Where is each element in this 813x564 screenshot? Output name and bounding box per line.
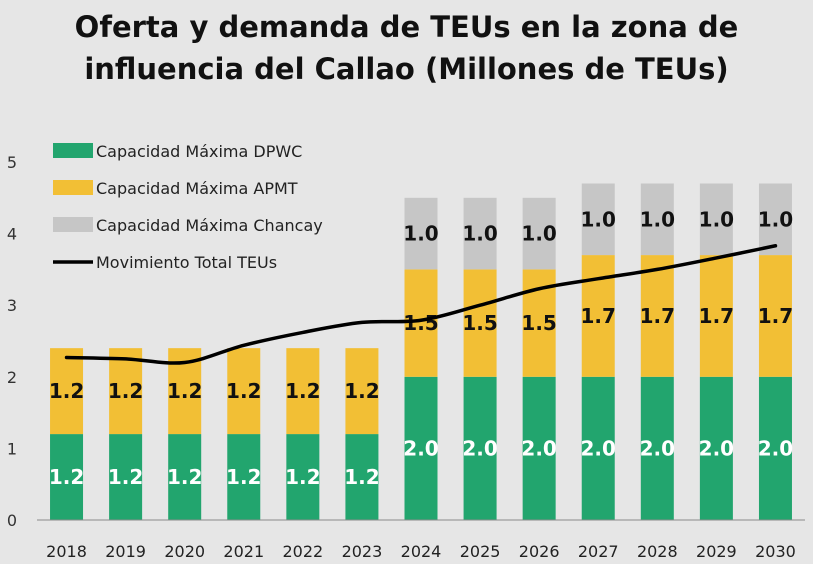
bar-segment <box>758 255 792 377</box>
y-tick-label: 5 <box>7 153 17 172</box>
y-tick-label: 3 <box>7 296 17 315</box>
bar-segment <box>168 434 202 520</box>
data-label: 1.0 <box>640 207 675 231</box>
x-tick-label: 2021 <box>223 542 264 561</box>
bar-segment <box>345 434 379 520</box>
bar-segment <box>50 434 84 520</box>
x-tick-label: 2030 <box>755 542 796 561</box>
data-label: 2.0 <box>521 436 556 460</box>
bar-segment <box>581 183 615 256</box>
x-tick-label: 2026 <box>519 542 560 561</box>
data-label: 1.2 <box>226 465 261 489</box>
x-tick-label: 2019 <box>105 542 146 561</box>
data-label: 2.0 <box>640 436 675 460</box>
bar-segment <box>463 376 497 520</box>
bar-segment <box>640 255 674 377</box>
data-label: 2.0 <box>462 436 497 460</box>
data-label: 1.7 <box>581 304 616 328</box>
data-label: 1.2 <box>344 465 379 489</box>
data-label: 1.0 <box>758 207 793 231</box>
x-tick-label: 2022 <box>282 542 323 561</box>
legend-swatch <box>53 217 93 232</box>
x-tick-label: 2024 <box>401 542 442 561</box>
data-label: 1.0 <box>699 207 734 231</box>
series-line-movimiento-total <box>64 244 778 365</box>
x-tick-label: 2027 <box>578 542 619 561</box>
data-label: 1.2 <box>49 379 84 403</box>
x-tick-label: 2018 <box>46 542 87 561</box>
bar-segment <box>522 376 556 520</box>
data-label: 1.2 <box>285 465 320 489</box>
legend-swatch <box>53 143 93 158</box>
y-tick-label: 0 <box>7 511 17 530</box>
chart-title-line-1: Oferta y demanda de TEUs en la zona de <box>74 10 739 44</box>
bar-segment <box>640 183 674 256</box>
y-tick-label: 4 <box>7 225 17 244</box>
bar-segment <box>227 434 261 520</box>
bar-segment <box>286 348 320 435</box>
x-tick-label: 2025 <box>460 542 501 561</box>
x-tick-label: 2029 <box>696 542 737 561</box>
legend-label: Movimiento Total TEUs <box>96 253 277 272</box>
data-label: 2.0 <box>581 436 616 460</box>
x-tick-label: 2028 <box>637 542 678 561</box>
data-label: 1.0 <box>403 222 438 246</box>
bar-segment <box>758 183 792 256</box>
bar-segment <box>404 376 438 520</box>
legend-label: Capacidad Máxima Chancay <box>96 216 323 235</box>
data-label: 2.0 <box>403 436 438 460</box>
data-label: 1.2 <box>344 379 379 403</box>
data-label: 1.5 <box>462 311 497 335</box>
data-label: 1.5 <box>403 311 438 335</box>
bar-segment <box>50 348 84 435</box>
data-label: 1.0 <box>581 207 616 231</box>
x-tick-label: 2023 <box>342 542 383 561</box>
data-label: 1.2 <box>285 379 320 403</box>
data-label: 1.2 <box>167 379 202 403</box>
legend-label: Capacidad Máxima DPWC <box>96 142 302 161</box>
data-label: 1.2 <box>226 379 261 403</box>
data-label: 1.5 <box>521 311 556 335</box>
bar-segment <box>109 348 143 435</box>
bar-segment <box>286 434 320 520</box>
data-label: 1.2 <box>167 465 202 489</box>
bar-segment <box>699 255 733 377</box>
bar-segment <box>463 197 497 270</box>
data-label: 2.0 <box>758 436 793 460</box>
y-tick-label: 1 <box>7 439 17 458</box>
x-tick-label: 2020 <box>164 542 205 561</box>
legend-label: Capacidad Máxima APMT <box>96 179 298 198</box>
data-label: 1.2 <box>108 379 143 403</box>
bar-segment <box>699 183 733 256</box>
data-label: 1.0 <box>521 222 556 246</box>
data-label: 1.7 <box>758 304 793 328</box>
data-label: 1.7 <box>640 304 675 328</box>
data-label: 1.0 <box>462 222 497 246</box>
bar-segment <box>345 348 379 435</box>
bar-segment <box>758 376 792 520</box>
legend-swatch <box>53 180 93 195</box>
bar-segment <box>463 269 497 377</box>
chart-title-line-2: influencia del Callao (Millones de TEUs) <box>84 52 729 86</box>
bar-segment <box>699 376 733 520</box>
bar-segment <box>109 434 143 520</box>
bar-segment <box>522 197 556 270</box>
bar-segment <box>581 376 615 520</box>
data-label: 1.2 <box>108 465 143 489</box>
data-label: 1.2 <box>49 465 84 489</box>
y-tick-label: 2 <box>7 368 17 387</box>
bar-segment <box>640 376 674 520</box>
bar-segment <box>227 348 261 435</box>
data-label: 2.0 <box>699 436 734 460</box>
bar-segment <box>404 197 438 270</box>
data-label: 1.7 <box>699 304 734 328</box>
bar-segment <box>404 269 438 377</box>
